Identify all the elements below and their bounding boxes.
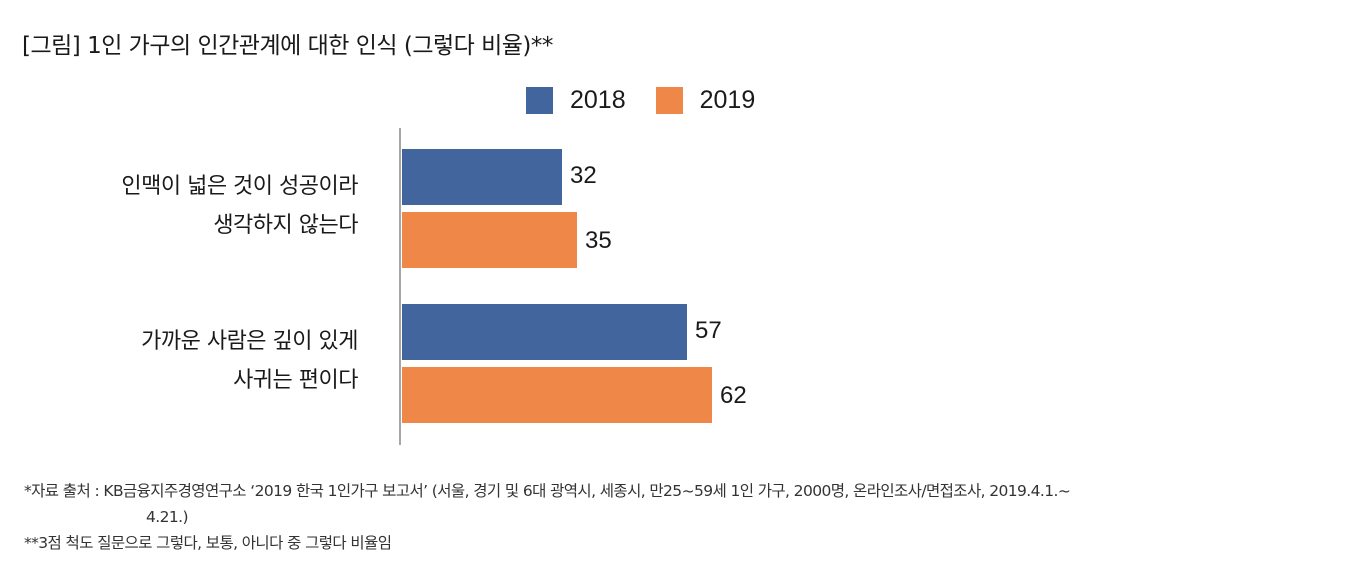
legend-item-2018: 2018 [526,86,626,115]
value-label-2018-cat2: 57 [695,317,722,344]
source-note-line2: 4.21.) [146,508,188,526]
category-label-2-line1: 가까운 사람은 깊이 있게 [141,329,358,354]
legend-label-2018: 2018 [570,86,626,114]
footnote: **3점 척도 질문으로 그렇다, 보통, 아니다 중 그렇다 비율임 [24,534,392,552]
value-label-2019-cat1: 35 [585,227,612,254]
category-label-1-line2: 생각하지 않는다 [213,213,358,238]
value-label-2018-cat1: 32 [570,162,597,189]
legend-label-2019: 2019 [699,86,756,114]
notes: *자료 출처 : KB금융지주경영연구소 ‘2019 한국 1인가구 보고서’ … [24,478,1071,556]
bar-2019-cat1 [402,212,577,268]
source-note-line1: *자료 출처 : KB금융지주경영연구소 ‘2019 한국 1인가구 보고서’ … [24,482,1071,500]
category-label-2-line2: 사귀는 편이다 [233,368,358,393]
category-label-1-line1: 인맥이 넓은 것이 성공이라 [121,174,358,199]
bars-group: 32 35 57 62 [402,149,747,423]
legend-item-2019: 2019 [655,86,756,115]
legend: 2018 2019 [526,86,785,115]
legend-swatch-2019 [655,87,683,114]
bar-2018-cat2 [402,304,687,360]
value-label-2019-cat2: 62 [720,382,747,409]
bar-2019-cat2 [402,367,712,423]
legend-swatch-2018 [526,87,553,114]
chart-title: [그림] 1인 가구의 인간관계에 대한 인식 (그렇다 비율)** [22,33,553,59]
bar-2018-cat1 [402,149,562,205]
